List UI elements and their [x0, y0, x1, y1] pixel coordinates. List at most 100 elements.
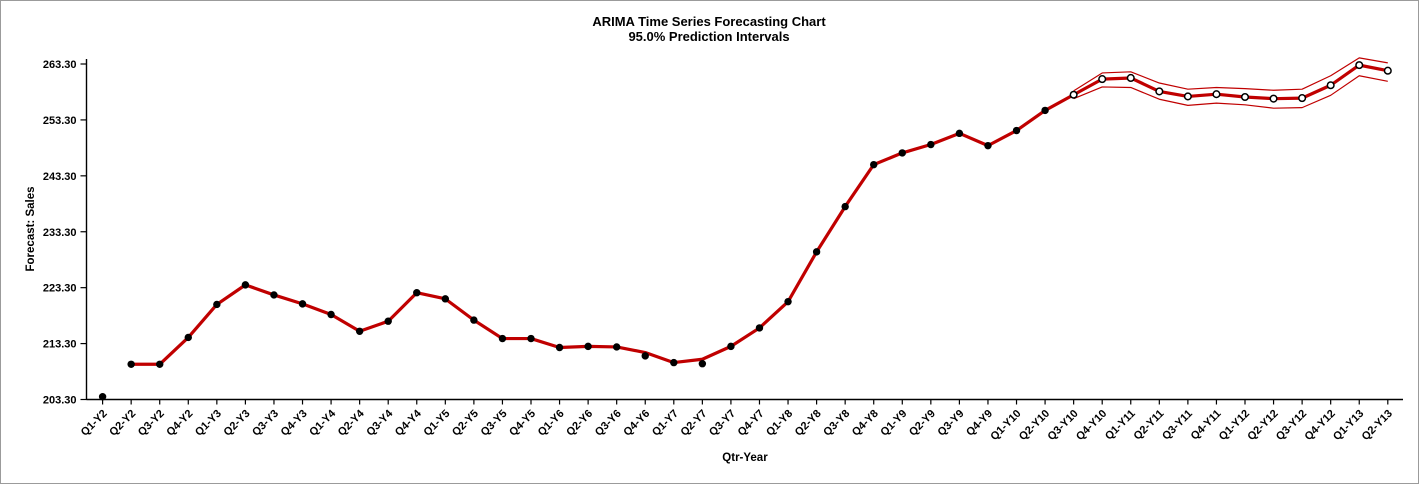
- actual-point: [584, 342, 592, 351]
- actual-point: [641, 352, 649, 360]
- x-tick-label: Q3-Y11: [1160, 408, 1195, 443]
- actual-point: [156, 360, 164, 368]
- x-tick-label: Q4-Y7: [736, 408, 767, 439]
- actual-point: [727, 342, 735, 351]
- fit-forecast-line: [129, 63, 1390, 366]
- actual-point: [270, 291, 278, 299]
- actual-point: [470, 316, 478, 324]
- forecast-point: [1069, 90, 1078, 99]
- actual-point: [127, 360, 135, 368]
- y-tick-label: 263.30: [43, 59, 77, 71]
- x-tick-label: Q4-Y5: [507, 408, 538, 439]
- actual-point: [812, 248, 821, 256]
- chart-subtitle: 95.0% Prediction Intervals: [628, 29, 789, 44]
- actual-point: [441, 295, 450, 303]
- x-tick-label: Q1-Y10: [988, 408, 1023, 443]
- x-tick-label: Q2-Y11: [1132, 408, 1167, 443]
- x-tick-label: Q1-Y9: [878, 408, 909, 439]
- x-tick-label: Q3-Y5: [479, 408, 510, 439]
- actual-point: [784, 297, 792, 306]
- actual-point: [898, 149, 906, 157]
- x-tick-label: Q1-Y3: [193, 408, 224, 439]
- x-tick-label: Q1-Y8: [764, 408, 795, 439]
- x-tick-label: Q4-Y8: [850, 408, 881, 439]
- x-tick-label: Q3-Y3: [250, 408, 281, 439]
- actual-point: [98, 393, 107, 401]
- x-tick-label: Q1-Y7: [650, 408, 681, 439]
- actual-point: [327, 310, 335, 319]
- x-tick-label: Q2-Y3: [222, 408, 253, 439]
- series-lines: [129, 57, 1390, 366]
- actual-point: [1041, 106, 1049, 115]
- x-tick-label: Q2-Y12: [1245, 408, 1280, 443]
- series-markers: [98, 61, 1392, 401]
- x-tick-label: Q4-Y10: [1074, 408, 1109, 443]
- y-tick-label: 213.30: [43, 339, 77, 351]
- forecast-point: [1126, 73, 1135, 83]
- x-tick-label: Q4-Y6: [621, 408, 652, 439]
- x-tick-label: Q2-Y7: [679, 408, 710, 439]
- y-tick-label: 203.30: [43, 395, 77, 407]
- actual-point: [612, 343, 621, 351]
- actual-point: [213, 300, 221, 309]
- x-tick-label: Q3-Y6: [593, 408, 624, 439]
- actual-point: [241, 281, 250, 289]
- x-tick-label: Q3-Y2: [136, 408, 167, 439]
- x-tick-label: Q2-Y10: [1017, 408, 1052, 443]
- axes: 203.30 213.30 223.30 233.30 243.30 253.30 263.…: [43, 59, 1403, 443]
- forecast-point: [1355, 61, 1364, 70]
- x-tick-label: Q4-Y12: [1303, 408, 1338, 443]
- y-tick-label: 233.30: [43, 227, 77, 239]
- forecast-point: [1269, 94, 1278, 103]
- x-tick-label: Q1-Y5: [421, 408, 452, 439]
- forecast-point: [1212, 90, 1221, 99]
- pi-lower-line: [1073, 75, 1388, 109]
- actual-point: [984, 141, 992, 150]
- actual-point: [755, 324, 764, 332]
- y-tick-label: 243.30: [43, 171, 77, 183]
- actual-point: [384, 317, 392, 325]
- actual-point: [498, 334, 507, 343]
- x-tick-label: Q1-Y6: [536, 408, 567, 439]
- chart-title: ARIMA Time Series Forecasting Chart: [592, 14, 826, 29]
- x-tick-label: Q2-Y6: [564, 408, 595, 439]
- forecast-point: [1326, 81, 1335, 90]
- x-axis-title: Qtr-Year: [722, 452, 768, 464]
- x-tick-label: Q3-Y10: [1045, 408, 1080, 443]
- actual-point: [670, 358, 678, 367]
- x-tick-label: Q1-Y4: [307, 407, 339, 439]
- y-axis-title: Forecast: Sales: [25, 186, 37, 271]
- x-tick-label: Q4-Y4: [393, 407, 425, 439]
- actual-point: [927, 140, 935, 149]
- actual-point: [298, 300, 307, 308]
- forecast-point: [1155, 87, 1164, 96]
- actual-point: [355, 327, 364, 335]
- x-tick-label: Q2-Y9: [907, 408, 938, 439]
- x-tick-label: Q3-Y9: [936, 408, 967, 439]
- actual-point: [955, 129, 964, 138]
- x-tick-label: Q4-Y2: [164, 408, 195, 439]
- forecast-point: [1383, 66, 1392, 75]
- forecast-point: [1240, 92, 1250, 102]
- x-tick-label: Q3-Y7: [707, 408, 738, 439]
- x-tick-label: Q3-Y4: [364, 407, 396, 439]
- actual-point: [527, 334, 535, 343]
- actual-point: [413, 288, 421, 297]
- x-tick-label: Q2-Y2: [107, 408, 138, 439]
- x-tick-label: Q2-Y8: [793, 408, 824, 439]
- x-tick-label: Q4-Y3: [279, 408, 310, 439]
- forecast-point: [1098, 75, 1107, 84]
- forecast-point: [1183, 92, 1192, 101]
- forecast-point: [1298, 94, 1307, 103]
- x-tick-label: Q3-Y8: [821, 408, 852, 439]
- x-tick-label: Q1-Y12: [1217, 408, 1252, 443]
- x-tick-label: Q2-Y4: [336, 407, 368, 439]
- actual-point: [698, 360, 707, 368]
- actual-point: [184, 333, 192, 342]
- y-tick-label: 223.30: [43, 283, 77, 295]
- x-tick-label: Q2-Y5: [450, 408, 481, 439]
- actual-point: [870, 160, 878, 169]
- y-tick-label: 253.30: [43, 115, 77, 127]
